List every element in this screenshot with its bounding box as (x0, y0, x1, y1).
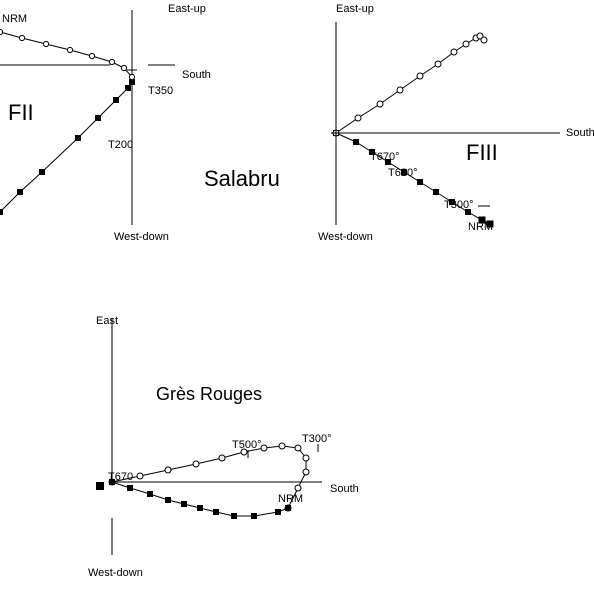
svg-text:South: South (566, 127, 594, 139)
svg-text:T500°: T500° (232, 439, 261, 451)
svg-text:Salabru: Salabru (204, 166, 280, 191)
svg-text:East: East (96, 315, 118, 327)
svg-text:T300°: T300° (302, 433, 331, 445)
svg-text:FII: FII (8, 100, 34, 125)
svg-text:T670°: T670° (370, 151, 399, 163)
svg-text:East-up: East-up (336, 3, 374, 15)
svg-text:FIII: FIII (466, 140, 498, 165)
svg-text:T350: T350 (148, 85, 173, 97)
svg-text:East-up: East-up (168, 3, 206, 15)
svg-text:West-down: West-down (88, 567, 143, 579)
svg-text:T300°: T300° (444, 199, 473, 211)
svg-text:NRM: NRM (278, 493, 303, 505)
svg-text:West-down: West-down (114, 231, 169, 243)
svg-text:NRM: NRM (2, 13, 27, 25)
svg-text:South: South (330, 483, 359, 495)
svg-text:South: South (182, 69, 211, 81)
svg-text:T200: T200 (108, 139, 133, 151)
svg-text:NRM: NRM (468, 221, 493, 233)
svg-text:T620°: T620° (388, 167, 417, 179)
svg-text:West-down: West-down (318, 231, 373, 243)
svg-text:Grès Rouges: Grès Rouges (156, 384, 262, 404)
svg-text:T670: T670 (108, 471, 133, 483)
